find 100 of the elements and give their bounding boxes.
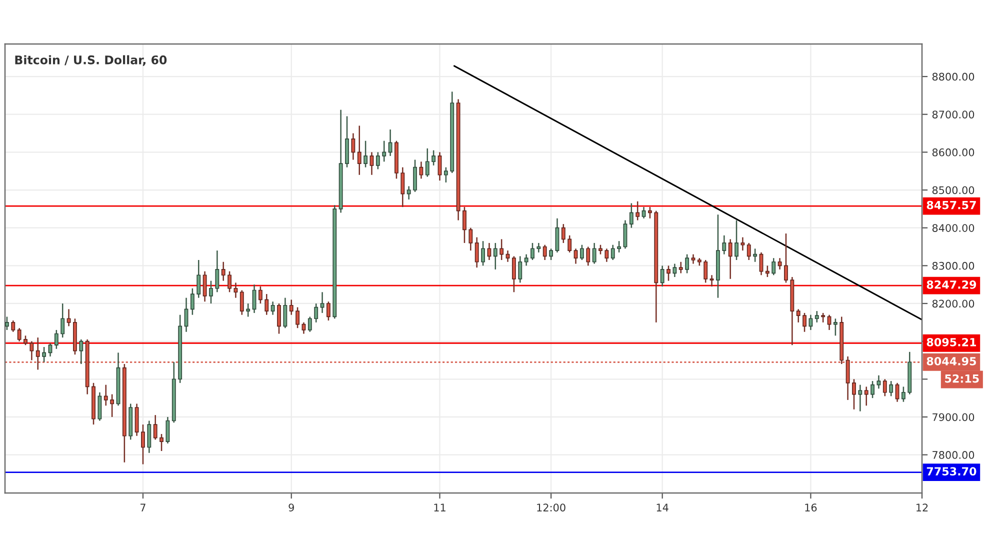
candlestick xyxy=(110,394,114,418)
candlestick xyxy=(196,259,201,298)
candlestick xyxy=(166,416,170,444)
ref-line-label: 8044.95 xyxy=(926,356,976,366)
candlestick xyxy=(882,378,887,397)
candlestick xyxy=(258,286,262,304)
candlestick xyxy=(42,346,46,363)
candlestick xyxy=(184,297,188,332)
y-tick-label: 8700.00 xyxy=(932,110,974,118)
candlestick xyxy=(66,308,71,327)
candlestick xyxy=(753,248,758,263)
candlestick xyxy=(598,244,602,255)
candlestick xyxy=(555,218,560,254)
candlestick xyxy=(660,265,664,288)
candlestick xyxy=(604,248,609,263)
candlestick xyxy=(308,316,312,332)
candlestick xyxy=(17,327,22,342)
ref-line-label: 7753.70 xyxy=(926,467,976,476)
candlestick xyxy=(858,384,862,412)
candlestick xyxy=(518,256,522,284)
candlestick xyxy=(240,290,244,316)
ref-line-label: 8095.21 xyxy=(926,338,976,346)
candlestick xyxy=(462,206,466,244)
candlestick xyxy=(413,159,417,193)
candlestick xyxy=(685,254,690,274)
candlestick xyxy=(296,306,300,329)
candlestick xyxy=(672,263,677,278)
candlestick xyxy=(852,378,856,410)
candlestick xyxy=(60,302,65,338)
candlestick xyxy=(104,384,108,406)
candlestick xyxy=(382,140,386,162)
y-tick-label: 8500.00 xyxy=(932,186,974,194)
candlestick xyxy=(289,299,294,316)
candlestick xyxy=(580,244,584,261)
x-tick-label: 11 xyxy=(434,504,446,512)
candlestick xyxy=(636,200,640,221)
candlestick xyxy=(629,202,634,228)
candlestick xyxy=(264,293,269,316)
x-tick-label: 9 xyxy=(288,504,294,512)
candlestick xyxy=(610,244,615,261)
candlestick xyxy=(710,274,714,288)
x-tick-label: 12 xyxy=(916,504,928,512)
candlestick xyxy=(432,150,436,166)
candlestick xyxy=(722,234,726,255)
candlestick xyxy=(419,161,424,180)
candlestick xyxy=(536,242,541,254)
candlestick xyxy=(759,252,764,276)
candlestick xyxy=(406,186,411,200)
candlestick xyxy=(870,380,875,399)
candlestick xyxy=(493,242,498,270)
candlestick xyxy=(784,232,788,284)
ref-line-label: 8247.29 xyxy=(926,280,976,289)
candlestick xyxy=(270,300,275,316)
y-tick-label: 8400.00 xyxy=(932,224,974,232)
candlestick xyxy=(648,206,652,220)
candlestick xyxy=(468,227,473,252)
candlestick xyxy=(153,414,158,440)
candlestick xyxy=(530,242,534,261)
candlestick xyxy=(147,420,152,454)
candlestick xyxy=(141,424,145,465)
y-tick-label: 7900.00 xyxy=(932,413,974,422)
candlestick xyxy=(246,302,250,318)
candlestick xyxy=(320,292,324,314)
candlestick xyxy=(524,254,528,266)
candlestick xyxy=(190,288,194,316)
candlestick xyxy=(160,433,164,452)
candlestick xyxy=(98,392,102,422)
candlestick xyxy=(215,250,220,293)
candlestick xyxy=(481,240,485,266)
candlestick xyxy=(234,282,238,298)
candlestick xyxy=(772,257,776,276)
candlestick xyxy=(512,256,516,293)
candlestick xyxy=(438,152,442,182)
candlestick xyxy=(283,297,288,329)
candlestick xyxy=(357,125,362,176)
candlestick xyxy=(79,338,84,365)
y-tick-label: 8300.00 xyxy=(932,262,974,270)
candlestick xyxy=(487,242,492,261)
candlestick xyxy=(506,250,510,263)
candlestick xyxy=(202,270,207,302)
x-tick-label: 14 xyxy=(656,504,668,512)
candlestick xyxy=(24,335,28,346)
candlestick xyxy=(400,166,405,208)
y-tick-label: 8600.00 xyxy=(932,148,974,156)
candlestick xyxy=(568,234,572,254)
candlestick xyxy=(808,314,813,331)
candlestick xyxy=(209,280,213,304)
candlestick xyxy=(221,261,226,282)
candlestick xyxy=(370,152,374,176)
candlestick xyxy=(364,140,368,168)
candlestick xyxy=(5,316,9,331)
candlestick xyxy=(11,320,16,332)
candlestick xyxy=(425,148,430,178)
candlestick xyxy=(561,223,566,244)
x-tick-label: 16 xyxy=(805,504,817,512)
candlestick xyxy=(802,312,806,332)
candlestick xyxy=(314,302,318,324)
text: 52:15 xyxy=(945,374,979,383)
candlestick xyxy=(833,318,838,336)
candlestick xyxy=(54,329,58,350)
